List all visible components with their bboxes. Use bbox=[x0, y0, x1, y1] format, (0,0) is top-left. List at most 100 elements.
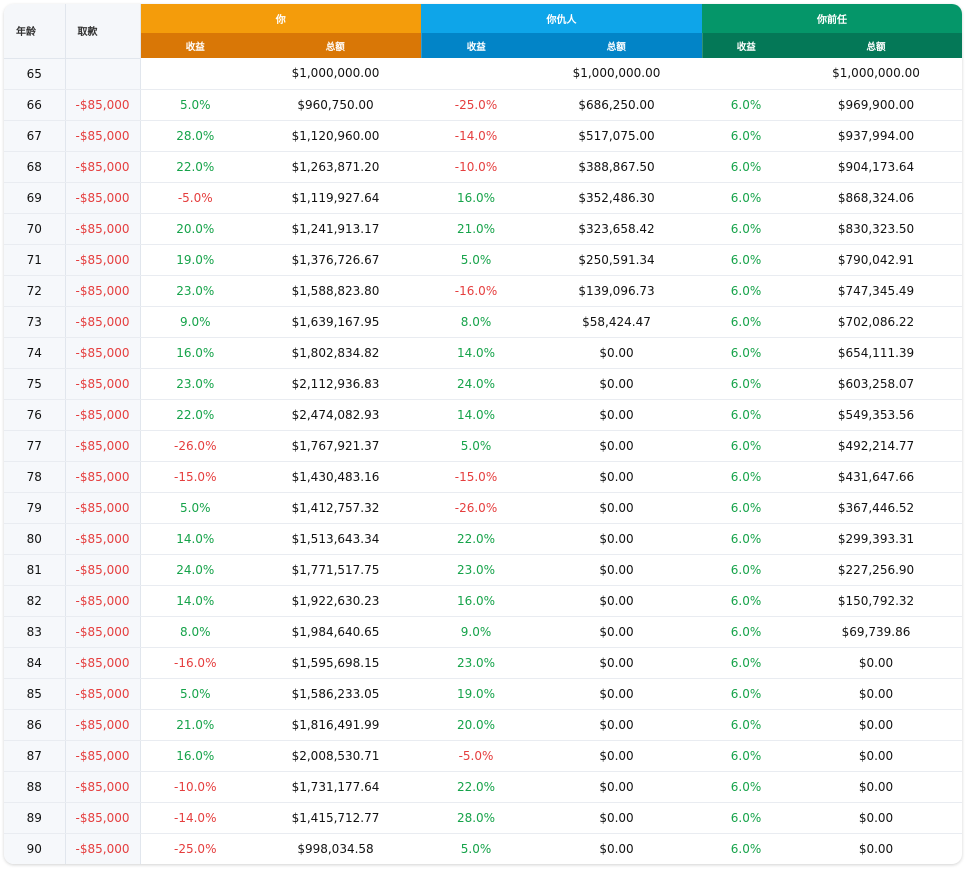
you-return-cell: 19.0% bbox=[140, 244, 250, 276]
enemy-return-cell: 21.0% bbox=[421, 213, 531, 245]
you-return-cell: -25.0% bbox=[174, 841, 217, 856]
you-return-cell: 16.0% bbox=[140, 337, 250, 369]
withdrawal-cell: -$85,000 bbox=[65, 492, 141, 524]
table-row: 74 -$85,000 16.0% $1,802,834.82 14.0% $0.00 6.… bbox=[4, 337, 962, 369]
enemy-return-cell: 5.0% bbox=[421, 244, 531, 276]
you-return-cell: 20.0% bbox=[140, 213, 250, 245]
enemy-return-cell: 16.0% bbox=[421, 585, 531, 617]
enemy-return-cell: 22.0% bbox=[421, 771, 531, 803]
table-row: 75 -$85,000 23.0% $2,112,936.83 24.0% $0.00 6.… bbox=[4, 368, 962, 400]
you-return-cell: -15.0% bbox=[140, 461, 250, 493]
withdrawal-cell: -$85,000 bbox=[65, 647, 141, 679]
withdrawal-cell: -$85,000 bbox=[65, 616, 141, 648]
withdrawal-cell: -$85,000 bbox=[65, 740, 141, 772]
you-return-cell: 21.0% bbox=[140, 709, 250, 741]
you-return-cell: -5.0% bbox=[140, 182, 250, 214]
you-return-cell: 8.0% bbox=[140, 616, 250, 648]
table-row: 80 -$85,000 14.0% $1,513,643.34 22.0% $0.00 6.… bbox=[4, 523, 962, 555]
table-row: 66 -$85,000 5.0% $960,750.00 -25.0% $686,250.… bbox=[4, 89, 962, 121]
withdrawal-cell: -$85,000 bbox=[65, 399, 141, 431]
you-total-cell: $2,474,082.93 bbox=[250, 399, 421, 431]
you-total-cell: $1,120,960.00 bbox=[250, 120, 421, 152]
ex-total-cell: $549,353.56 bbox=[790, 399, 962, 431]
table-row: 89 -$85,000 -14.0% $1,415,712.77 28.0% $0.00 6… bbox=[4, 802, 962, 834]
withdrawal-cell bbox=[65, 58, 141, 90]
you-total-cell: $1,802,834.82 bbox=[250, 337, 421, 369]
you-return-cell: 16.0% bbox=[140, 740, 250, 772]
enemy-return-cell: 19.0% bbox=[421, 678, 531, 710]
you-total-cell: $2,112,936.83 bbox=[250, 368, 421, 400]
table-row: 86 -$85,000 21.0% $1,816,491.99 20.0% $0.00 6.… bbox=[4, 709, 962, 741]
ex-return-cell: 6.0% bbox=[702, 802, 790, 834]
table-row: 76 -$85,000 22.0% $2,474,082.93 14.0% $0.00 6.… bbox=[4, 399, 962, 431]
enemy-return-cell: -16.0% bbox=[421, 275, 531, 307]
you-return-cell: -26.0% bbox=[140, 430, 250, 462]
ex-total-cell: $431,647.66 bbox=[790, 461, 962, 493]
ex-return-cell: 6.0% bbox=[702, 306, 790, 338]
you-total-cell: $1,119,927.64 bbox=[250, 182, 421, 214]
age-cell: 70 bbox=[4, 213, 66, 245]
enemy-total-cell: $139,096.73 bbox=[531, 275, 702, 307]
you-total-cell: $960,750.00 bbox=[250, 89, 421, 121]
age-cell: 81 bbox=[4, 554, 66, 586]
ex-total-cell: $0.00 bbox=[790, 771, 962, 803]
group-header-enemy: 你仇人 bbox=[421, 4, 702, 33]
ex-return-cell: 6.0% bbox=[702, 430, 790, 462]
enemy-total-cell: $0.00 bbox=[531, 585, 702, 617]
age-cell: 68 bbox=[4, 151, 66, 183]
withdrawal-cell: -$85,000 bbox=[65, 151, 141, 183]
table-row: 72 -$85,000 23.0% $1,588,823.80 -16.0% $139,0… bbox=[4, 275, 962, 307]
ex-total-cell: $227,256.90 bbox=[790, 554, 962, 586]
ex-return-cell: 6.0% bbox=[702, 585, 790, 617]
you-total-cell: $1,376,726.67 bbox=[250, 244, 421, 276]
enemy-return-header: 收益 bbox=[420, 33, 531, 58]
enemy-total-cell: $0.00 bbox=[531, 554, 702, 586]
ex-total-cell: $904,173.64 bbox=[790, 151, 962, 183]
enemy-total-cell: $0.00 bbox=[531, 523, 702, 555]
enemy-return-cell: -10.0% bbox=[421, 151, 531, 183]
enemy-return-cell: 16.0% bbox=[421, 182, 531, 214]
enemy-total-cell: $0.00 bbox=[531, 678, 702, 710]
you-return-cell: 28.0% bbox=[140, 120, 250, 152]
you-total-cell: $1,984,640.65 bbox=[250, 616, 421, 648]
enemy-return-cell: 23.0% bbox=[421, 647, 531, 679]
withdrawal-cell: -$85,000 bbox=[65, 368, 141, 400]
enemy-return-cell: -25.0% bbox=[421, 89, 531, 121]
ex-return-cell: 6.0% bbox=[702, 647, 790, 679]
table-row: 82 -$85,000 14.0% $1,922,630.23 16.0% $0.00 6.… bbox=[4, 585, 962, 617]
table-row: 79 -$85,000 5.0% $1,412,757.32 -26.0% $0.00 6.… bbox=[4, 492, 962, 524]
age-cell: 84 bbox=[4, 647, 66, 679]
enemy-return-cell: 14.0% bbox=[421, 399, 531, 431]
age-cell: 72 bbox=[4, 275, 66, 307]
you-total-cell: $1,241,913.17 bbox=[250, 213, 421, 245]
ex-return-cell: 6.0% bbox=[702, 120, 790, 152]
ex-return-header: 收益 bbox=[701, 33, 790, 58]
ex-total-cell: $702,086.22 bbox=[790, 306, 962, 338]
age-cell: 71 bbox=[4, 244, 66, 276]
age-cell: 79 bbox=[4, 492, 66, 524]
enemy-total-cell: $0.00 bbox=[531, 461, 702, 493]
you-return-cell: -14.0% bbox=[140, 802, 250, 834]
withdrawal-cell: -$85,000 bbox=[65, 213, 141, 245]
table-row: 65 $1,000,000.00 $1,000,000.00 $1,000,000.0… bbox=[4, 58, 962, 90]
enemy-total-cell: $58,424.47 bbox=[531, 306, 702, 338]
enemy-return-cell: -15.0% bbox=[421, 461, 531, 493]
ex-total-cell: $1,000,000.00 bbox=[790, 58, 962, 90]
age-cell: 86 bbox=[4, 709, 66, 741]
enemy-total-cell: $0.00 bbox=[531, 647, 702, 679]
withdrawal-cell: -$85,000 bbox=[65, 678, 141, 710]
ex-return-cell: 6.0% bbox=[702, 554, 790, 586]
age-cell: 89 bbox=[4, 802, 66, 834]
ex-return-cell: 6.0% bbox=[702, 678, 790, 710]
you-total-cell: $1,000,000.00 bbox=[250, 58, 421, 90]
enemy-total-cell: $0.00 bbox=[531, 802, 702, 834]
table-row: 71 -$85,000 19.0% $1,376,726.67 5.0% $250,591… bbox=[4, 244, 962, 276]
withdrawal-cell: -$85,000 bbox=[65, 182, 141, 214]
withdrawal-cell: -$85,000 bbox=[65, 771, 141, 803]
ex-total-cell: $969,900.00 bbox=[790, 89, 962, 121]
ex-return-cell: 6.0% bbox=[702, 709, 790, 741]
age-cell: 77 bbox=[4, 430, 66, 462]
you-return-cell: 23.0% bbox=[140, 368, 250, 400]
enemy-total-cell: $323,658.42 bbox=[531, 213, 702, 245]
ex-return-cell: 6.0% bbox=[702, 771, 790, 803]
